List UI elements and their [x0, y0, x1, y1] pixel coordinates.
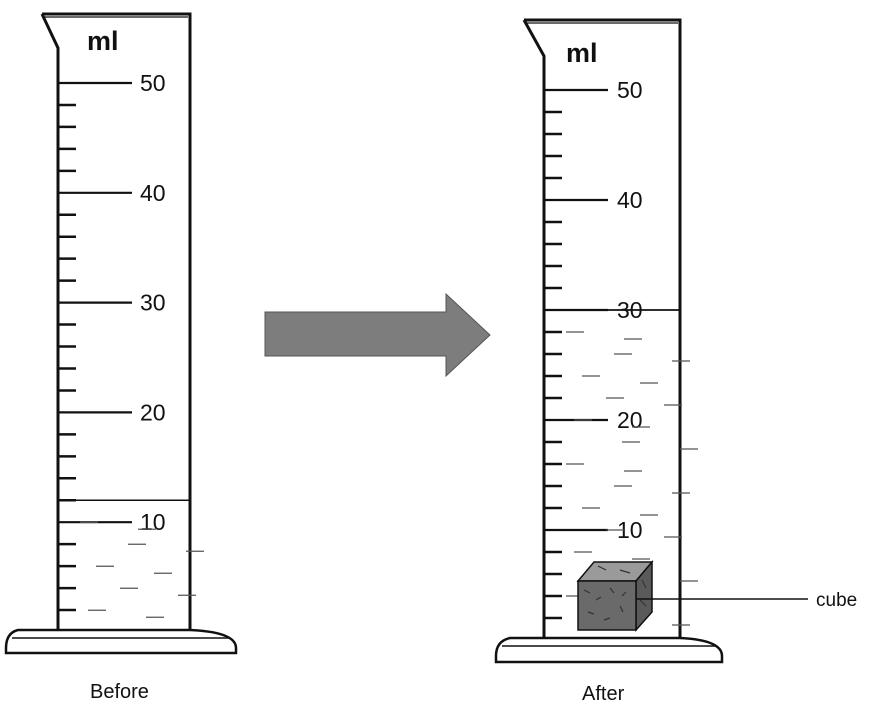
after-cylinder-outline: [522, 18, 682, 638]
after-tick-label: 50: [617, 77, 643, 103]
before-cylinder-base: [4, 628, 238, 655]
before-tick-label: 40: [140, 180, 166, 206]
before-scale-labels: 50 40 30 20 10: [140, 70, 166, 535]
after-tick-label: 30: [617, 297, 643, 323]
before-cylinder: 50 40 30 20 10 ml: [4, 12, 238, 655]
after-unit-label: ml: [566, 38, 598, 68]
cube-label: cube: [816, 590, 857, 611]
before-cylinder-outline: [40, 12, 192, 630]
cube: [576, 559, 654, 632]
after-cylinder-base: [494, 636, 724, 664]
after-tick-label: 40: [617, 187, 643, 213]
cube-front-face: [577, 580, 637, 631]
before-caption: Before: [90, 681, 149, 703]
before-liquid-dashes: [80, 521, 204, 618]
cube-texture: [583, 565, 647, 621]
after-scale-ticks: [544, 88, 608, 620]
before-unit-label: ml: [87, 26, 119, 56]
before-tick-label: 50: [140, 70, 166, 96]
right-arrow-icon: [264, 292, 491, 378]
after-liquid-dashes: [566, 331, 698, 626]
after-caption: After: [582, 683, 625, 705]
before-tick-label: 20: [140, 399, 166, 425]
before-tick-label: 30: [140, 290, 166, 316]
before-scale-ticks: [58, 81, 132, 612]
after-tick-label: 20: [617, 407, 643, 433]
before-tick-label: 10: [140, 509, 166, 535]
